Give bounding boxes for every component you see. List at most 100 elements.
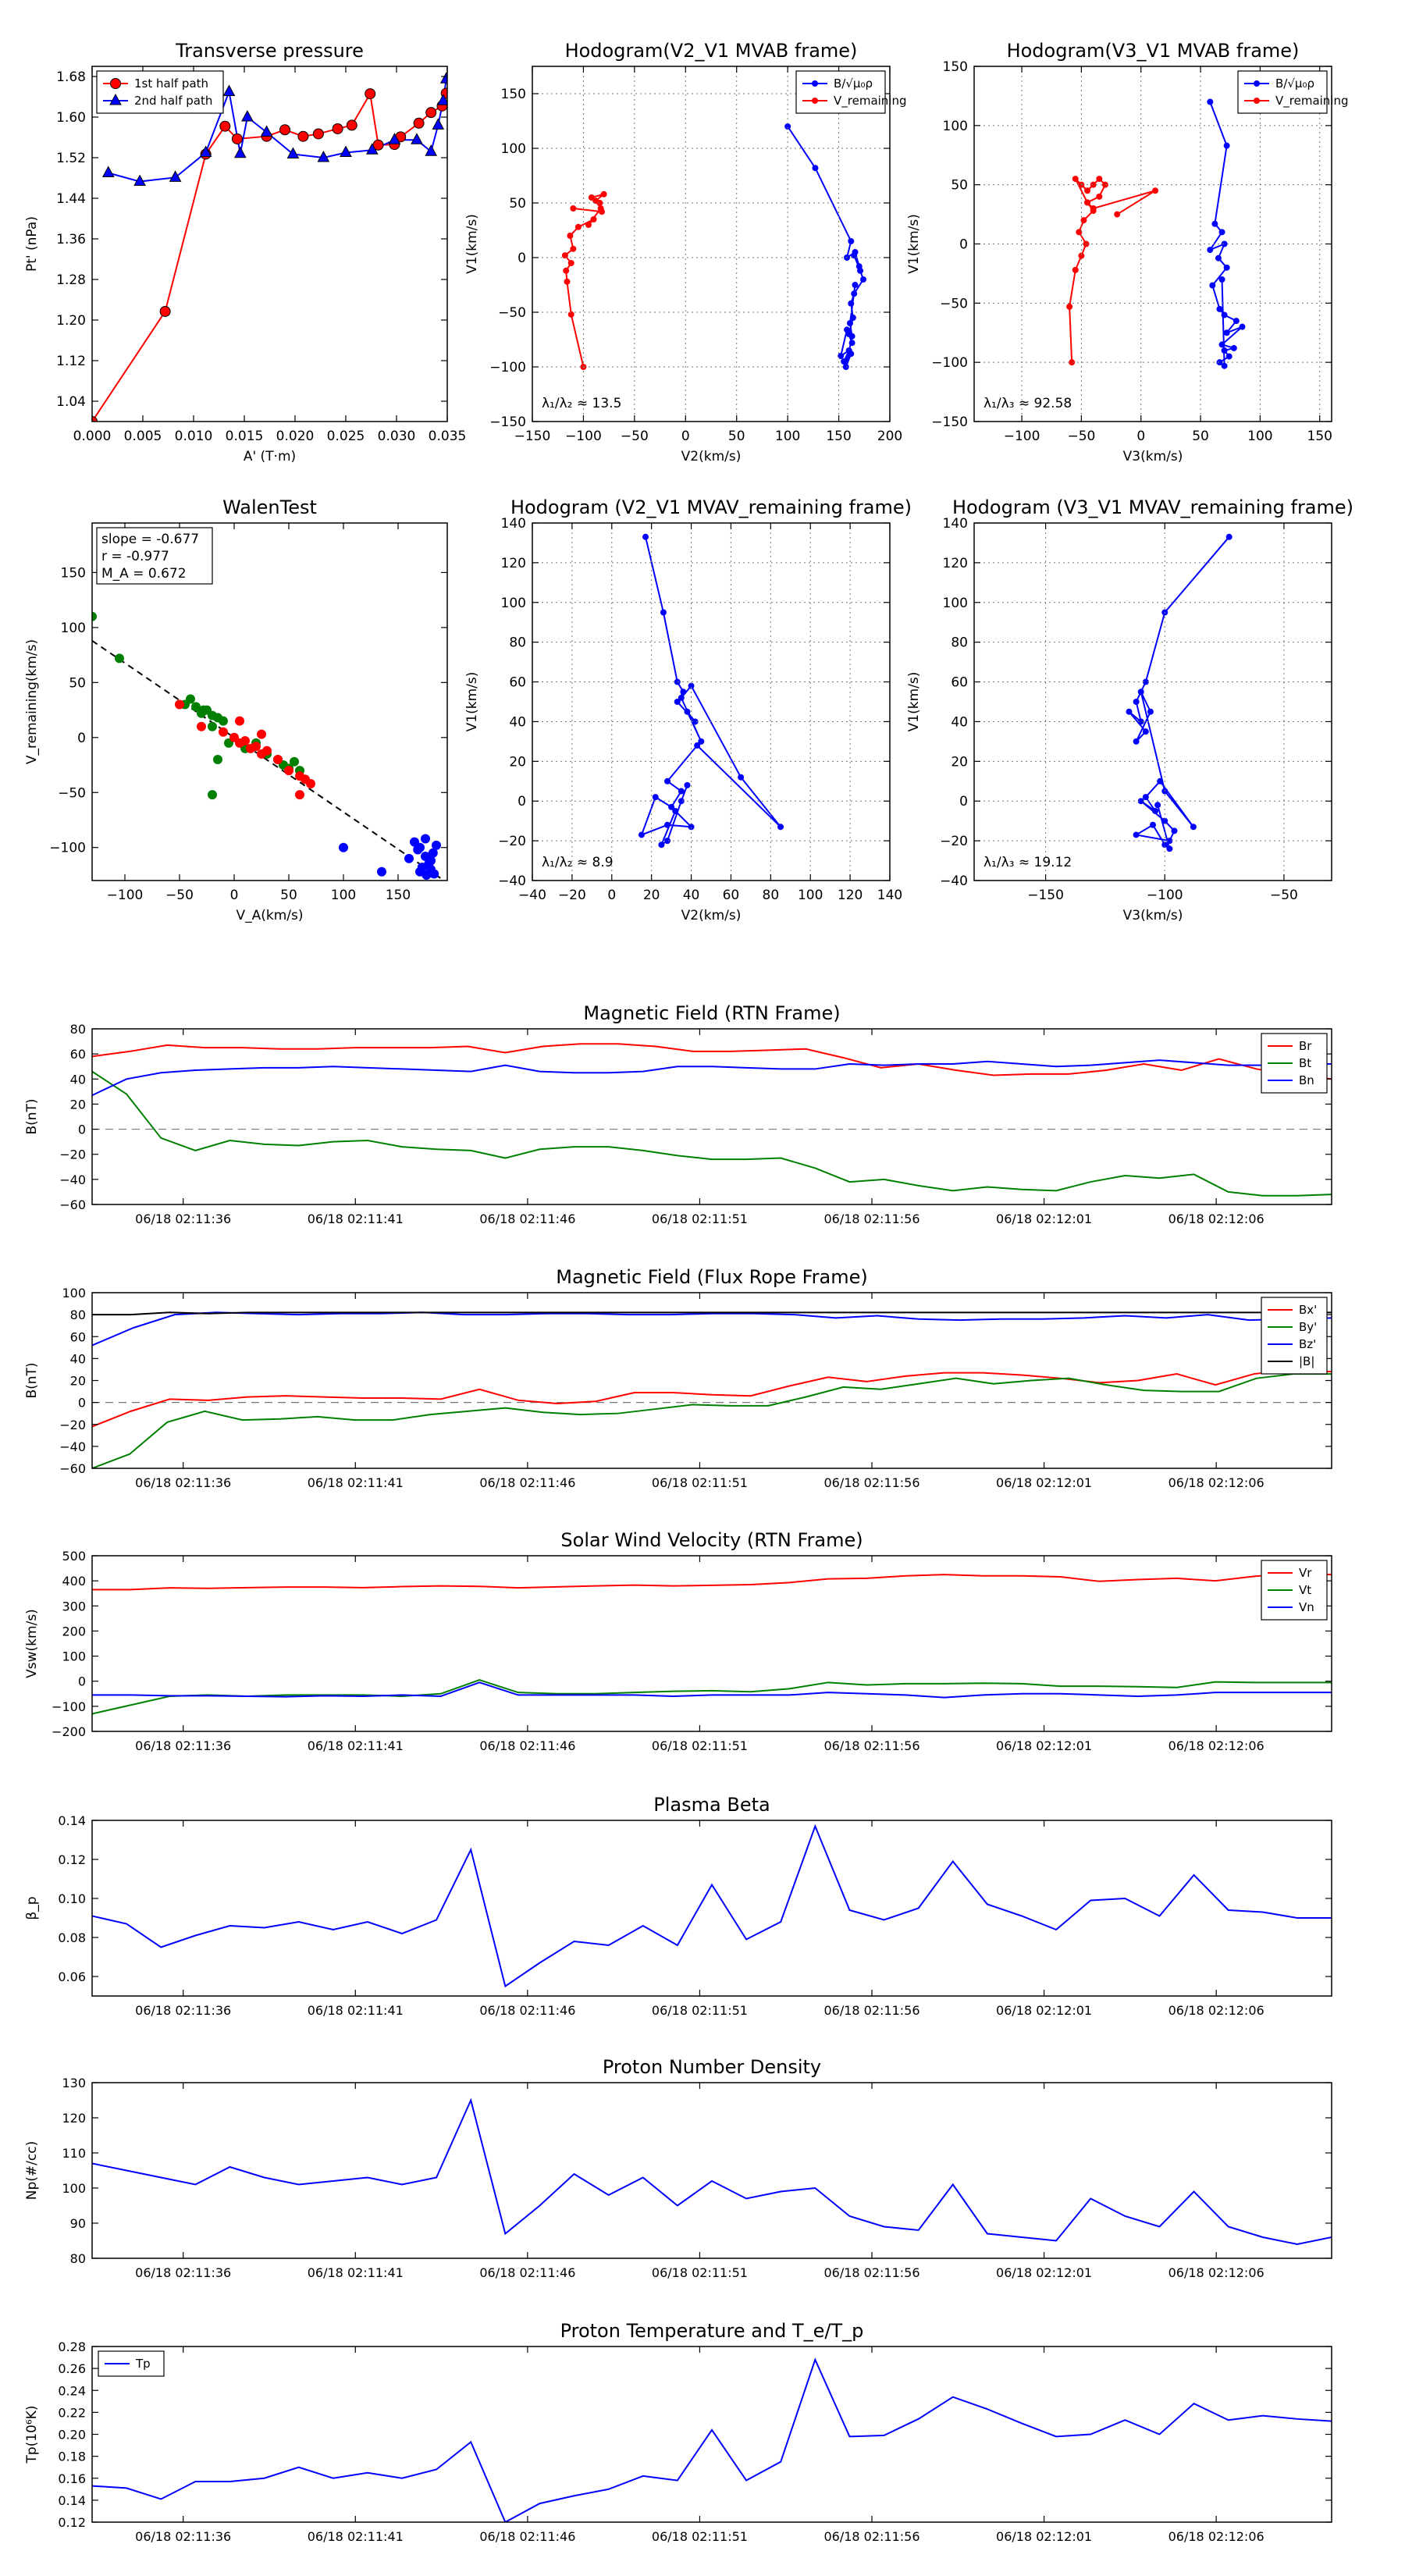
tick-label-x: 60 [723,888,740,903]
tick-label-x: 06/18 02:11:56 [823,1738,919,1753]
axis-label-y: V1(km/s) [906,672,922,732]
tick-label-y: 140 [501,516,526,532]
data-point [563,267,570,274]
tick-label-y: 0 [78,1674,86,1689]
data-point [159,305,171,317]
tick-label-x: 0.030 [378,429,416,444]
tick-label-y: 60 [509,675,526,691]
eigen-ratio: λ₁/λ₂ ≈ 13.5 [542,396,621,411]
legend-label: Tp [135,2357,151,2371]
chart-title: Magnetic Field (Flux Rope Frame) [556,1266,867,1288]
tick-label-y: 1.52 [56,151,86,166]
legend-label: 1st half path [134,76,208,91]
data-point [199,145,212,157]
data-point [1096,193,1103,200]
tick-label-y: 80 [70,2251,86,2266]
data-point [567,311,574,318]
tick-label-y: 0 [518,794,526,809]
data-point [365,88,376,100]
scatter-point-red [262,745,272,756]
scatter-point-blue [429,869,439,879]
data-point [841,358,848,365]
data-point [436,94,447,105]
tick-label-y: 1.04 [56,394,86,410]
series-line-Np [92,2097,1332,2246]
data-point [848,300,855,307]
tick-label-y: 50 [509,196,526,212]
data-point [1230,344,1237,351]
scatter-point-blue [377,866,386,877]
axis-label-y: Tp(10⁶K) [24,2405,40,2464]
data-point [852,282,859,288]
tick-label-y: −40 [59,1172,86,1187]
data-point [598,208,605,215]
data-point [1133,699,1140,705]
data-point [567,260,574,266]
axis-label-y: B(nT) [24,1362,40,1398]
chart-hodo_v3_mvab: Hodogram(V3_V1 MVAB frame) −150 −100 −50 0 50… [906,40,1349,464]
tick-label-y: 0 [77,731,86,746]
tick-label-y: 0.12 [58,2515,86,2530]
series-line-Tp [92,2357,1332,2522]
scatter-point-green [198,705,208,715]
data-point [848,238,855,244]
tick-label-y: 80 [951,635,968,651]
tick-label-x: −50 [165,888,194,903]
tick-label-y: 20 [509,754,526,770]
scatter-point-green [191,702,201,712]
data-point [652,794,659,801]
scatter-point-green [208,721,217,731]
tick-label-x: −50 [1067,429,1095,444]
scatter-point-green [208,790,217,800]
data-point [812,165,819,172]
tick-label-y: 80 [70,1308,86,1322]
tick-label-y: 1.36 [56,232,86,247]
tick-label-x: 06/18 02:11:46 [479,1738,575,1753]
data-point [219,120,231,132]
axes-frame [91,1820,1332,1997]
tick-label-x: 06/18 02:11:51 [652,2529,748,2544]
tick-label-x: 06/18 02:12:06 [1168,2265,1264,2280]
scatter-point-blue [428,848,438,858]
data-point [570,205,577,212]
legend-label: Bx' [1299,1303,1317,1317]
legend-label: Bn [1299,1073,1314,1087]
data-point [279,124,290,136]
data-point [738,774,745,781]
tick-label-y: 0.06 [58,1969,86,1984]
axis-label-x: A' (T·m) [244,449,296,464]
axis-label-x: V3(km/s) [1123,908,1183,923]
plot-area [92,72,447,422]
tick-label-x: −150 [1027,888,1064,903]
stats-line: slope = -0.677 [101,532,199,547]
axes-frame [91,1292,1332,1469]
data-point [1216,359,1223,366]
data-point [1223,264,1230,271]
plot-area [1066,98,1246,369]
scatter-point-blue [415,866,425,877]
tick-label-y: 40 [70,1351,86,1366]
data-point [844,326,851,333]
tick-label-y: 150 [61,565,86,581]
chart-beta: Plasma Beta 0.06 0.08 0.10 0.12 0.14 06/18 02:… [24,1794,1332,2018]
tick-label-x: 06/18 02:12:06 [1168,2003,1264,2018]
tick-label-x: 0 [230,888,239,903]
tick-label-x: 120 [838,888,863,903]
legend-marker [812,80,818,87]
data-point [1190,824,1197,831]
tick-label-x: 50 [280,888,297,903]
tick-label-y: 50 [69,675,86,691]
legend-marker [812,98,818,104]
tick-label-x: 06/18 02:12:06 [1168,1738,1264,1753]
data-point [222,84,236,96]
plot-area [92,1572,1332,1715]
axes-frame [532,522,891,881]
tick-label-x: −100 [565,429,602,444]
stats-line: M_A = 0.672 [101,566,187,582]
tick-label-y: 130 [62,2076,86,2090]
plot-area [92,2357,1332,2522]
tick-label-x: 06/18 02:11:36 [135,2529,231,2544]
data-point [1171,827,1178,834]
tick-label-y: −100 [931,355,968,371]
data-point [846,320,853,326]
